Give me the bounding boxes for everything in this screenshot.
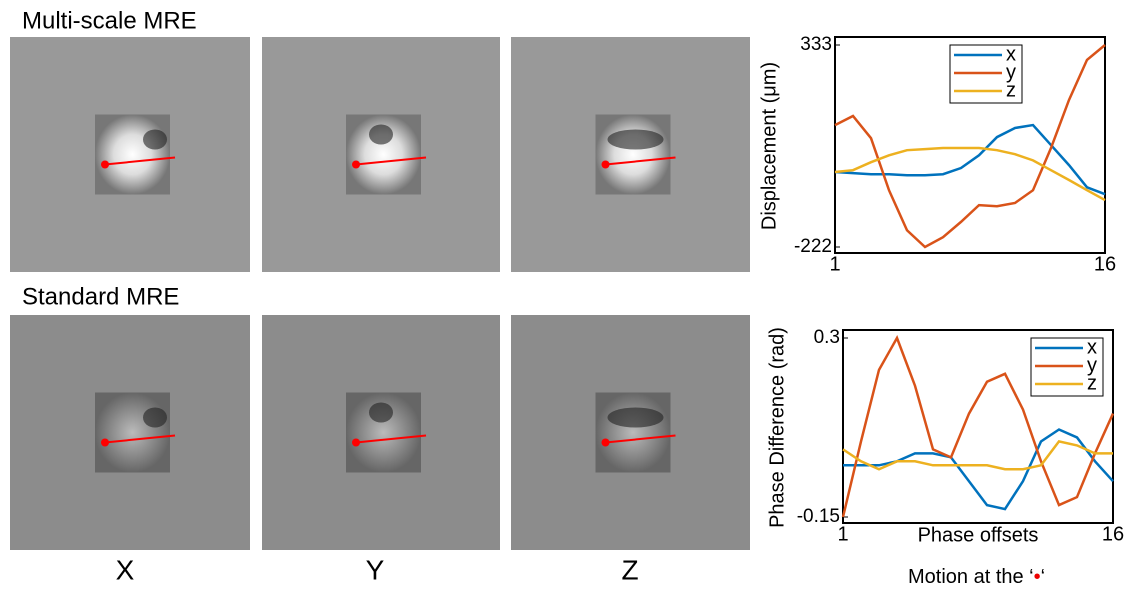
series-line xyxy=(843,428,1114,511)
profile-point xyxy=(352,160,360,169)
y-tick-label: -222 xyxy=(794,236,832,257)
legend-label: z xyxy=(1006,79,1016,101)
series-line xyxy=(841,335,1115,518)
profile-point xyxy=(601,438,610,447)
series-line xyxy=(842,440,1113,471)
profile-point xyxy=(101,160,109,169)
image-region xyxy=(595,114,671,195)
profile-line xyxy=(104,156,176,166)
image-panels xyxy=(10,37,750,550)
caption-marker: • xyxy=(1034,566,1041,588)
column-label: X xyxy=(116,554,135,585)
y-tick-label: 0.3 xyxy=(814,327,840,348)
legend-label: y xyxy=(1006,61,1016,83)
series-line xyxy=(834,146,1106,202)
caption-text: Motion at the ‘ xyxy=(908,566,1034,588)
image-feature xyxy=(369,124,393,145)
image-feature xyxy=(607,407,664,428)
image-feature xyxy=(607,129,664,150)
image-region xyxy=(95,114,170,195)
caption-text: ‘ xyxy=(1041,566,1045,588)
x-tick-label: 16 xyxy=(1094,253,1116,275)
row-title: Multi-scale MRE xyxy=(22,7,197,34)
profile-point xyxy=(101,438,109,447)
column-label: Y xyxy=(366,554,385,585)
legend-label: z xyxy=(1087,372,1097,394)
profile-line xyxy=(355,434,427,444)
y-axis-label: Displacement (μm) xyxy=(758,62,780,230)
profile-point xyxy=(352,438,360,447)
series-line xyxy=(834,123,1106,196)
y-tick-label: -0.15 xyxy=(797,506,840,527)
image-region xyxy=(95,392,170,473)
column-label: Z xyxy=(621,554,638,585)
legend-label: x xyxy=(1006,43,1016,65)
x-tick-label: 1 xyxy=(837,523,848,545)
profile-point xyxy=(601,160,610,169)
x-axis-label: Phase offsets xyxy=(918,524,1039,546)
series-line xyxy=(834,44,1106,249)
legend-label: y xyxy=(1087,354,1097,376)
caption: Motion at the ‘•‘ xyxy=(908,566,1045,588)
y-axis-label: Phase Difference (rad) xyxy=(766,327,788,528)
profile-line xyxy=(605,434,676,444)
x-tick-label: 1 xyxy=(829,253,840,275)
profile-line xyxy=(355,156,427,166)
profile-line xyxy=(605,156,676,166)
row-title: Standard MRE xyxy=(22,283,179,310)
x-tick-label: 16 xyxy=(1102,523,1124,545)
legend-label: x xyxy=(1087,336,1097,358)
image-region xyxy=(595,392,671,473)
y-tick-label: 333 xyxy=(800,34,832,55)
image-feature xyxy=(143,129,167,150)
profile-line xyxy=(104,434,176,444)
image-feature xyxy=(369,402,393,423)
image-feature xyxy=(143,407,167,428)
